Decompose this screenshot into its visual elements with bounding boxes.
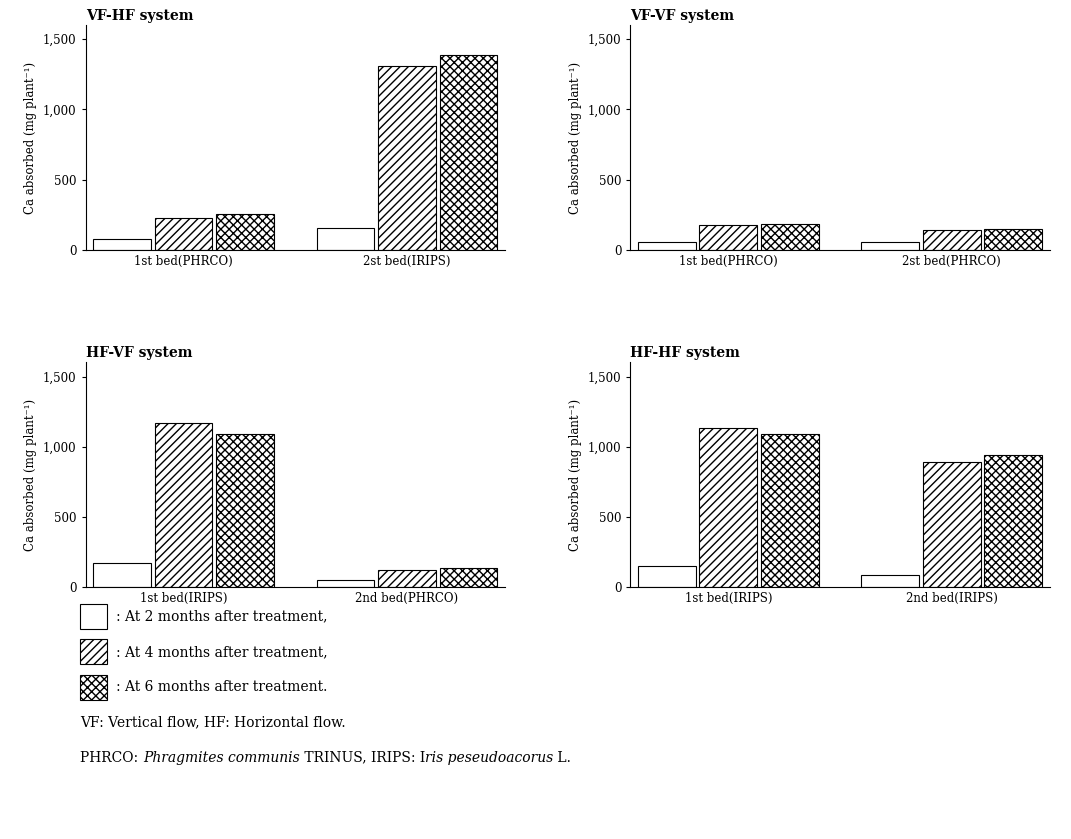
Y-axis label: Ca absorbed (mg plant⁻¹): Ca absorbed (mg plant⁻¹) xyxy=(570,399,583,551)
Bar xyxy=(216,434,274,587)
Bar xyxy=(861,242,919,250)
Text: : At 6 months after treatment.: : At 6 months after treatment. xyxy=(116,680,327,694)
Text: ris peseudoacorus: ris peseudoacorus xyxy=(425,751,553,764)
Bar xyxy=(760,224,818,250)
Bar xyxy=(378,571,436,587)
Text: HF-HF system: HF-HF system xyxy=(631,346,740,360)
Bar xyxy=(638,242,696,250)
Bar xyxy=(923,230,981,250)
Bar xyxy=(216,214,274,250)
Bar xyxy=(984,456,1042,587)
Bar xyxy=(984,229,1042,250)
Text: VF: Vertical flow, HF: Horizontal flow.: VF: Vertical flow, HF: Horizontal flow. xyxy=(80,716,346,729)
Text: VF-HF system: VF-HF system xyxy=(86,8,193,23)
Text: : At 4 months after treatment,: : At 4 months after treatment, xyxy=(116,645,328,659)
Text: VF-VF system: VF-VF system xyxy=(631,8,735,23)
Bar xyxy=(439,568,497,587)
Bar xyxy=(317,227,375,250)
Text: PHRCO:: PHRCO: xyxy=(80,751,142,764)
Y-axis label: Ca absorbed (mg plant⁻¹): Ca absorbed (mg plant⁻¹) xyxy=(25,61,37,214)
Text: Phragmites communis: Phragmites communis xyxy=(142,751,300,764)
Bar xyxy=(317,581,375,587)
Bar xyxy=(154,423,212,587)
Bar xyxy=(861,575,919,587)
Y-axis label: Ca absorbed (mg plant⁻¹): Ca absorbed (mg plant⁻¹) xyxy=(25,399,37,551)
Bar xyxy=(638,565,696,587)
Text: L.: L. xyxy=(553,751,571,764)
Bar xyxy=(760,434,818,587)
Bar xyxy=(93,239,151,250)
Bar xyxy=(699,429,757,587)
Bar xyxy=(154,217,212,250)
Y-axis label: Ca absorbed (mg plant⁻¹): Ca absorbed (mg plant⁻¹) xyxy=(570,61,583,214)
Text: TRINUS, IRIPS: I: TRINUS, IRIPS: I xyxy=(300,751,425,764)
Bar xyxy=(378,66,436,250)
Text: : At 2 months after treatment,: : At 2 months after treatment, xyxy=(116,610,327,623)
Bar xyxy=(923,462,981,587)
Bar xyxy=(439,55,497,250)
Bar xyxy=(93,564,151,587)
Bar xyxy=(699,226,757,250)
Text: HF-VF system: HF-VF system xyxy=(86,346,192,360)
